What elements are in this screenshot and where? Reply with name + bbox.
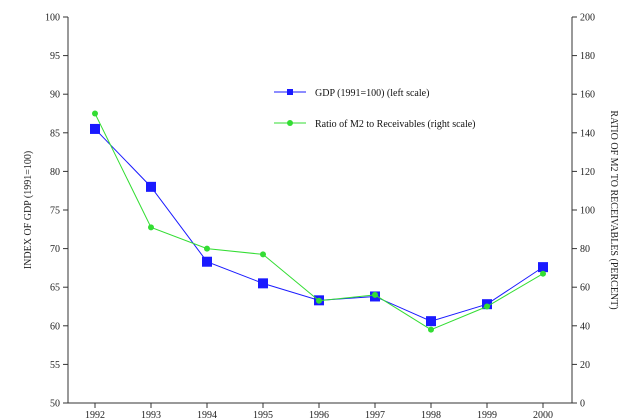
m2-ratio-point	[148, 224, 154, 231]
left-axis-title: INDEX OF GDP (1991=100)	[23, 151, 34, 269]
left-tick-label: 50	[50, 399, 60, 410]
left-tick-label: 85	[50, 128, 60, 139]
m2-ratio-point	[484, 303, 490, 310]
right-tick-label: 40	[580, 321, 590, 332]
series-gdp	[90, 123, 548, 327]
right-axis-title: RATIO OF M2 TO RECEIVABLES (PERCENT)	[608, 110, 619, 309]
right-tick-label: 160	[580, 90, 595, 101]
right-tick-label: 120	[580, 167, 595, 178]
x-tick-label: 1996	[309, 410, 329, 420]
legend-gdp-label: GDP (1991=100) (left scale)	[315, 88, 429, 99]
left-tick-label: 70	[50, 244, 60, 255]
x-tick-label: 1995	[253, 410, 273, 420]
x-tick-label: 1997	[365, 410, 385, 420]
m2-ratio-point	[316, 297, 322, 304]
x-tick-label: 1993	[141, 410, 161, 420]
x-tick-label: 2000	[533, 410, 553, 420]
right-tick-label: 80	[580, 244, 590, 255]
legend-m2-swatch-marker	[287, 120, 293, 126]
legend-m2-label: Ratio of M2 to Receivables (right scale)	[315, 119, 476, 130]
series-line	[94, 128, 544, 322]
right-y-axis-ticks: 0 20 40 60 80 100 120 140 160 180 200	[572, 13, 595, 410]
left-tick-label: 90	[50, 90, 60, 101]
right-tick-label: 200	[580, 13, 595, 24]
gdp-point	[202, 256, 212, 267]
x-tick-label: 1992	[85, 410, 105, 420]
left-y-axis-ticks: 50 55 60 65 70 75 80 85 90 95 100	[45, 13, 68, 410]
m2-ratio-point	[92, 110, 98, 117]
m2-ratio-point	[260, 251, 266, 258]
gdp-point	[426, 316, 436, 327]
series-layer	[90, 110, 548, 333]
right-tick-label: 180	[580, 51, 595, 62]
left-tick-label: 95	[50, 51, 60, 62]
right-tick-label: 140	[580, 128, 595, 139]
series-m2-ratio	[92, 110, 546, 333]
x-tick-label: 1998	[421, 410, 441, 420]
right-tick-label: 20	[580, 360, 590, 371]
left-tick-label: 100	[45, 13, 60, 24]
right-tick-label: 0	[580, 399, 585, 410]
right-tick-label: 100	[580, 206, 595, 217]
gdp-point	[90, 123, 100, 134]
x-axis-ticks: 1992 1993 1994 1995 1996 1997 1998 1999 2000	[85, 403, 553, 420]
m2-ratio-point	[204, 245, 210, 252]
x-tick-label: 1999	[477, 410, 497, 420]
m2-ratio-point	[372, 291, 378, 298]
m2-ratio-point	[540, 270, 546, 277]
chart-legend: GDP (1991=100) (left scale) Ratio of M2 …	[274, 88, 476, 130]
legend-gdp-swatch-marker	[287, 89, 293, 95]
left-tick-label: 75	[50, 206, 60, 217]
left-tick-label: 65	[50, 283, 60, 294]
left-tick-label: 55	[50, 360, 60, 371]
gdp-point	[538, 262, 548, 273]
m2-ratio-point	[428, 326, 434, 333]
x-tick-label: 1994	[197, 410, 217, 420]
gdp-point	[146, 181, 156, 192]
left-tick-label: 60	[50, 321, 60, 332]
gdp-point	[258, 278, 268, 289]
left-tick-label: 80	[50, 167, 60, 178]
right-tick-label: 60	[580, 283, 590, 294]
